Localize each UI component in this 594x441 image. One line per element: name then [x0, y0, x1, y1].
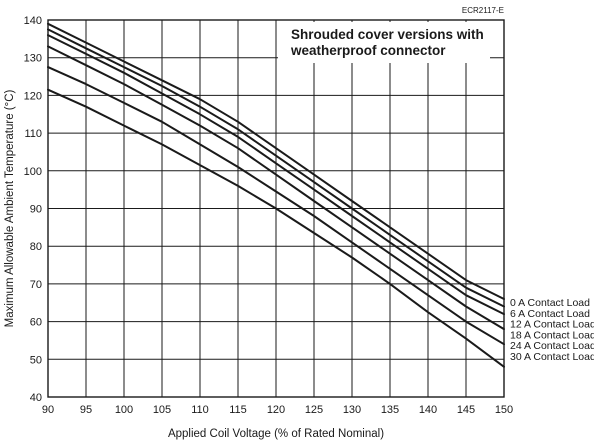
x-tick-label: 90 — [42, 404, 54, 416]
x-tick-label: 130 — [343, 404, 361, 416]
y-tick-label: 90 — [30, 204, 42, 216]
figure-code: ECR2117-E — [462, 6, 504, 15]
x-tick-label: 140 — [419, 404, 437, 416]
y-tick-label: 110 — [24, 128, 42, 140]
x-tick-label: 120 — [267, 404, 285, 416]
legend-entry-4: 24 A Contact Load — [510, 340, 594, 352]
series-line-3 — [47, 45, 505, 331]
chart-title-line-1: Shrouded cover versions with — [291, 27, 484, 42]
y-tick-label: 140 — [24, 15, 42, 27]
y-tick-label: 40 — [30, 392, 42, 404]
series-line-0 — [47, 22, 505, 300]
series-line-1 — [47, 28, 505, 308]
y-axis-label: Maximum Allowable Ambient Temperature (°… — [4, 89, 16, 327]
x-tick-label: 150 — [495, 404, 513, 416]
x-tick-label: 110 — [191, 404, 209, 416]
y-axis-ticks: 40 50 60 70 80 90 100 110 120 130 140 — [24, 15, 42, 404]
x-tick-label: 125 — [305, 404, 323, 416]
plot-frame — [47, 19, 505, 398]
x-tick-label: 135 — [381, 404, 399, 416]
x-axis-label: Applied Coil Voltage (% of Rated Nominal… — [168, 428, 384, 440]
y-tick-label: 70 — [30, 279, 42, 291]
y-tick-label: 130 — [24, 53, 42, 65]
y-tick-label: 60 — [30, 317, 42, 329]
chart-title-background — [278, 22, 490, 63]
legend-entry-1: 6 A Contact Load — [510, 308, 590, 320]
y-tick-label: 120 — [24, 90, 42, 102]
series-line-5 — [47, 88, 505, 368]
legend-entry-0: 0 A Contact Load — [510, 297, 590, 309]
y-tick-label: 100 — [24, 166, 42, 178]
legend-entry-5: 30 A Contact Load — [510, 351, 594, 363]
chart-title-line-2: weatherproof connector — [290, 43, 446, 58]
legend-entry-2: 12 A Contact Load — [510, 319, 594, 331]
x-tick-label: 145 — [457, 404, 475, 416]
y-tick-label: 80 — [30, 241, 42, 253]
x-tick-label: 115 — [229, 404, 247, 416]
series-line-4 — [47, 66, 505, 346]
x-tick-label: 95 — [80, 404, 92, 416]
x-axis-ticks: 90 95 100 105 110 115 120 125 130 135 140 145 150 — [42, 404, 513, 416]
x-tick-label: 100 — [115, 404, 133, 416]
chart-series — [47, 22, 505, 368]
x-tick-label: 105 — [153, 404, 171, 416]
series-line-2 — [47, 34, 505, 316]
legend-entry-3: 18 A Contact Load — [510, 329, 594, 341]
y-tick-label: 50 — [30, 354, 42, 366]
